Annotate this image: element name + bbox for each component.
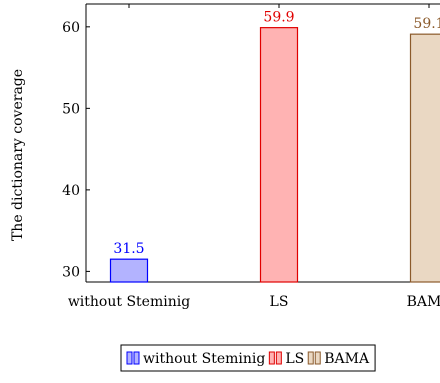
legend-swatch [307,351,314,365]
legend-entry-label: LS [285,351,304,367]
bar-data-label: 59.1 [413,16,440,32]
bar-data-label: 31.5 [113,241,144,257]
legend-swatch [268,351,275,365]
legend-entry-label: without Steminig [143,351,265,367]
x-tick-label: LS [270,294,289,310]
x-tick-label: BAMA [407,294,440,310]
legend-swatch [133,351,140,365]
bar [109,258,149,283]
y-tick-label: 60 [62,20,80,36]
x-tick-label: without Steminig [68,294,190,310]
legend-swatch [126,351,133,365]
y-axis-label: The dictionary coverage [10,69,26,241]
y-tick-label: 50 [62,101,80,117]
data-labels: 31.5 59.9 59.1 [113,10,440,258]
tick-labels: 30 40 50 60 without Steminig LS BAMA [62,20,440,310]
bar-data-label: 59.9 [263,10,294,26]
legend: without Steminig LS BAMA [120,344,376,372]
legend-entry-label: BAMA [324,351,370,367]
bar [259,27,299,283]
legend-swatch [275,351,282,365]
bar [409,33,440,283]
y-tick-label: 30 [62,264,80,280]
legend-swatch [314,351,321,365]
y-tick-label: 40 [62,183,80,199]
bars [109,27,440,283]
legend-box [120,344,376,372]
